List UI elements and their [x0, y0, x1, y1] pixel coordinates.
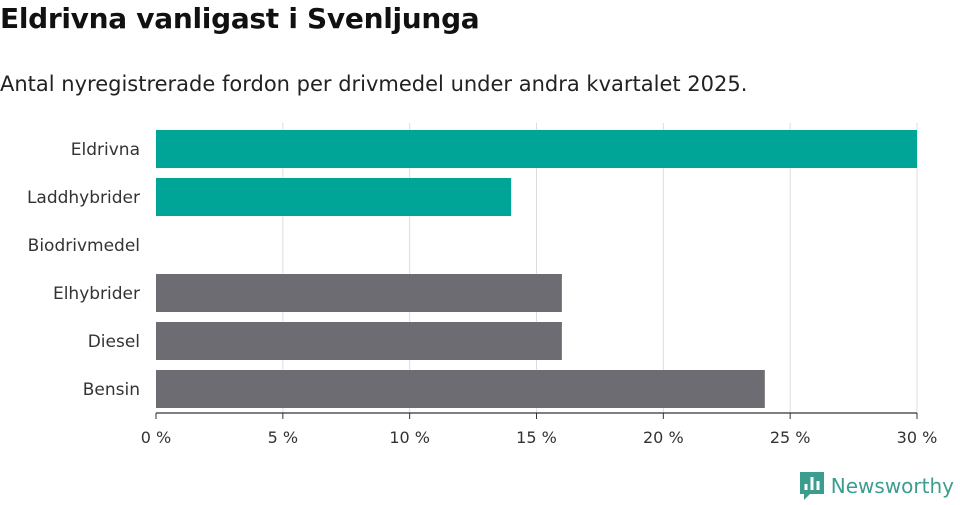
category-label: Laddhybrider: [27, 188, 140, 208]
bar-laddhybrider: [156, 178, 512, 216]
bar-diesel: [156, 322, 562, 360]
newsworthy-logo-icon: [799, 472, 824, 500]
x-tick-label: 30 %: [897, 428, 938, 447]
x-tick-label: 0 %: [141, 428, 171, 447]
category-label: Elhybrider: [53, 284, 140, 304]
x-axis: 0 % 5 % 10 % 15 % 20 % 25 % 30 %: [141, 412, 938, 447]
x-tick-label: 25 %: [770, 428, 811, 447]
category-labels: Eldrivna Laddhybrider Biodrivmedel Elhybrid…: [27, 140, 140, 400]
grid-lines: [282, 123, 918, 413]
bars: [156, 130, 917, 408]
category-label: Diesel: [88, 332, 140, 352]
category-label: Biodrivmedel: [28, 236, 140, 256]
bar-eldrivna: [156, 130, 917, 168]
bar-bensin: [156, 370, 765, 408]
category-label: Bensin: [83, 380, 140, 400]
category-label: Eldrivna: [71, 140, 140, 160]
bar-elhybrider: [156, 274, 562, 312]
bar-chart: Eldrivna Laddhybrider Biodrivmedel Elhybrid…: [27, 123, 938, 447]
x-tick-label: 5 %: [268, 428, 298, 447]
chart-title: Eldrivna vanligast i Svenljunga: [0, 2, 480, 35]
chart-subtitle: Antal nyregistrerade fordon per drivmede…: [0, 72, 748, 96]
x-tick-label: 15 %: [516, 428, 557, 447]
x-tick-label: 10 %: [389, 428, 430, 447]
brand-name: Newsworthy: [830, 474, 954, 498]
brand-footer: Newsworthy: [799, 471, 954, 501]
x-tick-label: 20 %: [643, 428, 684, 447]
